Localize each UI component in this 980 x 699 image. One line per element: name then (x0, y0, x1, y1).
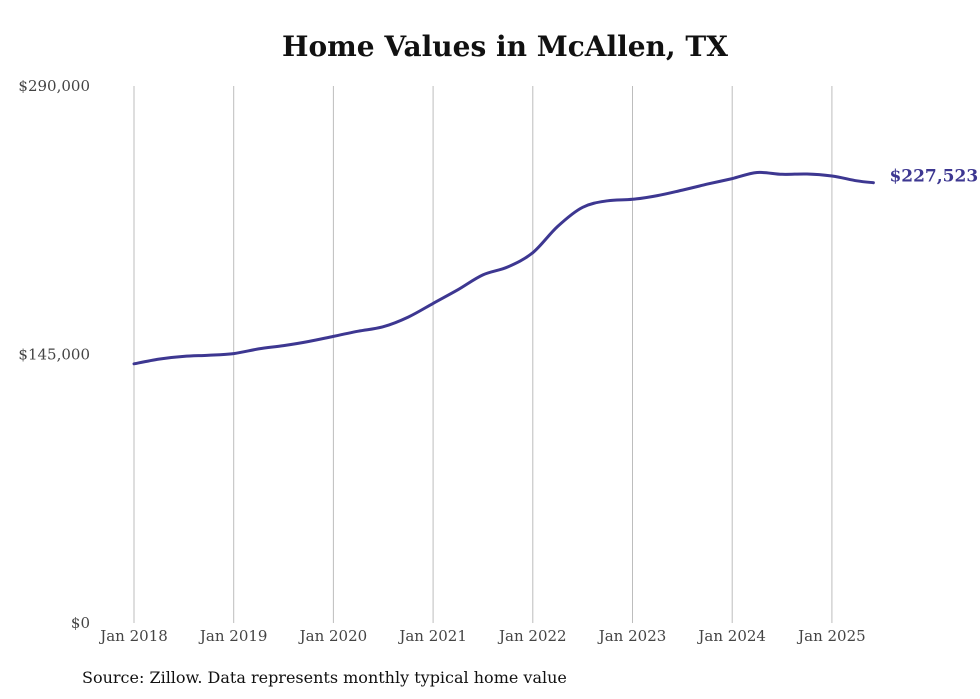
y-tick-label: $290,000 (18, 77, 90, 95)
source-note: Source: Zillow. Data represents monthly … (82, 668, 567, 687)
y-axis-ticks: $290,000 $145,000 $0 (18, 77, 90, 632)
last-value-label: $227,523 (889, 167, 978, 187)
x-tick-label: Jan 2023 (597, 627, 667, 645)
x-tick-label: Jan 2018 (98, 627, 168, 645)
x-tick-label: Jan 2021 (397, 627, 467, 645)
x-tick-label: Jan 2020 (298, 627, 368, 645)
x-tick-label: Jan 2022 (497, 627, 567, 645)
x-tick-label: Jan 2024 (696, 627, 766, 645)
x-tick-label: Jan 2025 (796, 627, 866, 645)
home-value-line (132, 170, 875, 366)
gridlines (133, 86, 833, 623)
chart-title: Home Values in McAllen, TX (282, 30, 728, 63)
y-tick-label: $145,000 (18, 346, 90, 364)
x-tick-label: Jan 2019 (198, 627, 268, 645)
y-tick-label: $0 (71, 614, 90, 632)
x-axis-ticks: Jan 2018 Jan 2019 Jan 2020 Jan 2021 Jan 2022… (98, 627, 865, 645)
